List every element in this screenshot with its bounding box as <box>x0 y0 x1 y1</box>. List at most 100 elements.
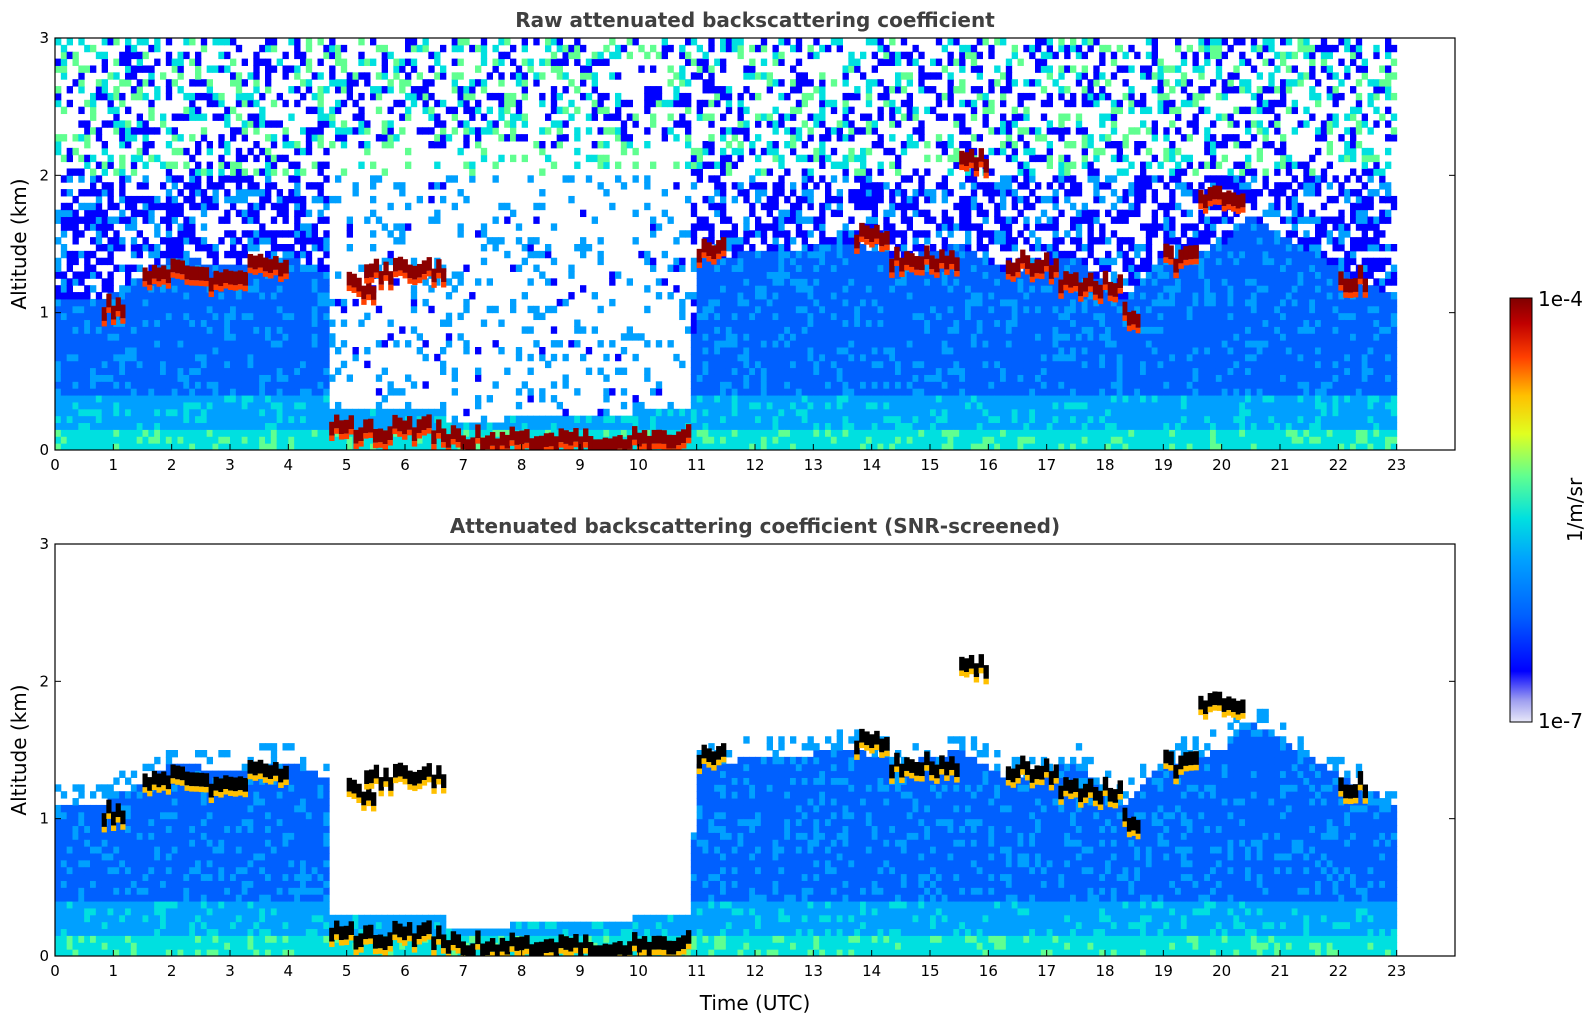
heatmap-cell <box>451 285 458 293</box>
heatmap-cell <box>66 209 73 218</box>
heatmap-cell <box>171 443 178 450</box>
heatmap-cell <box>130 326 138 334</box>
heatmap-cell <box>860 244 867 252</box>
heatmap-cell <box>801 298 808 307</box>
heatmap-cell <box>305 86 313 94</box>
heatmap-cell <box>854 401 861 410</box>
heatmap-cell <box>247 381 254 389</box>
heatmap-cell <box>620 127 628 135</box>
heatmap-cell <box>130 305 138 314</box>
heatmap-cell <box>60 326 68 334</box>
heatmap-cell <box>84 271 91 279</box>
heatmap-cell <box>574 44 581 53</box>
heatmap-cell <box>329 408 336 417</box>
heatmap-cell <box>498 99 505 108</box>
heatmap-cell <box>737 257 744 266</box>
heatmap-cell <box>55 374 62 382</box>
heatmap-cell <box>720 326 727 334</box>
heatmap-cell <box>871 182 878 190</box>
heatmap-cell <box>830 250 838 259</box>
heatmap-cell <box>632 443 639 450</box>
heatmap-cell <box>195 79 202 87</box>
heatmap-cell <box>562 44 569 53</box>
heatmap-cell <box>171 65 178 73</box>
heatmap-cell <box>311 326 318 334</box>
heatmap-cell <box>889 401 896 410</box>
heatmap-cell <box>918 230 925 238</box>
heatmap-cell <box>895 347 902 355</box>
heatmap-cell <box>107 395 114 403</box>
heatmap-cell <box>877 257 884 266</box>
heatmap-cell <box>760 443 768 450</box>
heatmap-cell <box>696 408 703 417</box>
heatmap-cell <box>294 223 301 231</box>
heatmap-cell <box>790 401 797 410</box>
heatmap-cell <box>346 127 353 135</box>
heatmap-cell <box>819 347 826 355</box>
heatmap-cell <box>253 353 260 362</box>
heatmap-cell <box>177 429 184 437</box>
heatmap-cell <box>270 230 278 238</box>
heatmap-cell <box>200 312 208 321</box>
heatmap-cell <box>900 216 908 224</box>
heatmap-cell <box>673 161 680 169</box>
heatmap-cell <box>475 106 482 115</box>
heatmap-cell <box>95 230 103 238</box>
heatmap-cell <box>340 99 348 108</box>
heatmap-cell <box>101 422 108 430</box>
heatmap-cell <box>177 202 184 211</box>
heatmap-cell <box>521 134 528 142</box>
heatmap-cell <box>270 244 278 252</box>
heatmap-cell <box>317 285 324 293</box>
heatmap-cell <box>848 257 855 266</box>
heatmap-cell <box>206 353 213 362</box>
heatmap-cell <box>737 347 744 355</box>
heatmap-cell <box>317 58 324 66</box>
heatmap-cell <box>527 278 534 286</box>
heatmap-cell <box>282 367 289 375</box>
heatmap-cell <box>84 347 91 355</box>
heatmap-cell <box>125 106 132 115</box>
heatmap-cell <box>165 436 173 444</box>
heatmap-cell <box>270 216 278 224</box>
heatmap-cell <box>725 154 733 163</box>
raw-heatmap <box>55 38 1398 450</box>
heatmap-cell <box>171 175 178 183</box>
heatmap-cell <box>772 195 779 204</box>
heatmap-cell <box>370 38 377 46</box>
heatmap-cell <box>160 408 167 417</box>
heatmap-cell <box>877 134 884 142</box>
heatmap-cell <box>387 415 394 424</box>
heatmap-cell <box>731 292 738 300</box>
heatmap-cell <box>667 79 674 87</box>
heatmap-cell <box>889 340 896 348</box>
heatmap-cell <box>749 141 756 149</box>
heatmap-cell <box>323 264 330 272</box>
heatmap-cell <box>900 374 908 382</box>
heatmap-cell <box>702 223 709 231</box>
heatmap-cell <box>743 353 750 362</box>
heatmap-cell <box>772 141 779 149</box>
heatmap-cell <box>737 381 744 389</box>
heatmap-cell <box>60 230 68 238</box>
heatmap-cell <box>784 353 791 362</box>
heatmap-cell <box>755 271 762 279</box>
heatmap-cell <box>66 305 73 314</box>
heatmap-cell <box>247 182 254 190</box>
heatmap-cell <box>912 333 919 341</box>
heatmap-cell <box>731 195 738 204</box>
heatmap-cell <box>300 298 307 307</box>
heatmap-cell <box>515 353 523 362</box>
heatmap-cell <box>825 195 832 204</box>
heatmap-cell <box>195 202 202 211</box>
heatmap-cell <box>848 340 855 348</box>
heatmap-cell <box>574 340 581 348</box>
heatmap-cell <box>667 292 674 300</box>
heatmap-cell <box>714 401 721 410</box>
heatmap-cell <box>906 312 913 321</box>
heatmap-cell <box>854 395 861 403</box>
heatmap-cell <box>708 134 715 142</box>
heatmap-cell <box>160 161 167 169</box>
heatmap-cell <box>702 216 709 224</box>
heatmap-cell <box>562 374 569 382</box>
